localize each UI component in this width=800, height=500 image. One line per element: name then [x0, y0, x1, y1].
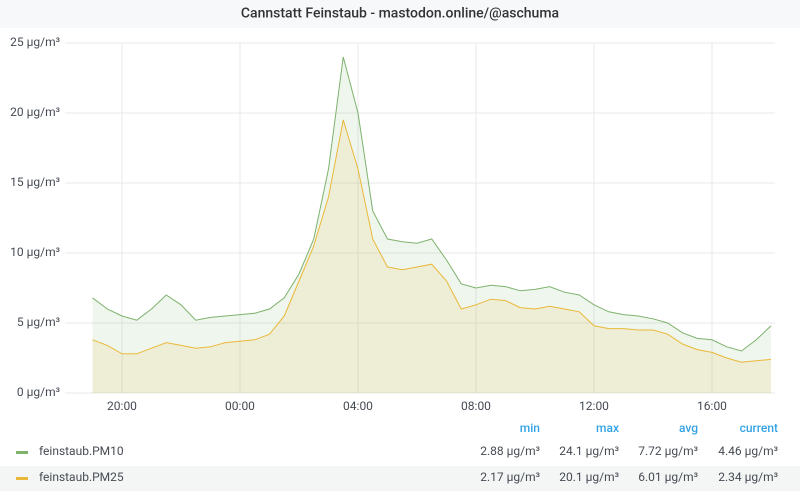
legend-row-bg: [0, 466, 800, 491]
legend-header: current: [740, 421, 778, 435]
x-tick-label: 00:00: [225, 399, 255, 413]
legend-value: 4.46 µg/m³: [718, 444, 778, 458]
x-tick-label: 20:00: [107, 399, 137, 413]
y-tick-label: 15 µg/m³: [10, 175, 60, 189]
y-tick-label: 10 µg/m³: [10, 245, 60, 259]
x-tick-label: 12:00: [579, 399, 609, 413]
y-tick-label: 25 µg/m³: [10, 35, 60, 49]
series-line: [92, 56, 772, 352]
legend-swatch: [16, 477, 28, 480]
legend-label: feinstaub.PM10: [39, 444, 124, 458]
y-tick-label: 20 µg/m³: [10, 105, 60, 119]
y-tick-label: 0 µg/m³: [17, 385, 60, 399]
x-tick-label: 16:00: [697, 399, 727, 413]
legend-header: min: [520, 421, 540, 435]
x-tick-label: 04:00: [343, 399, 373, 413]
y-tick-label: 5 µg/m³: [17, 315, 60, 329]
area: [92, 120, 771, 393]
legend-value: 24.1 µg/m³: [559, 444, 619, 458]
legend-label: feinstaub.PM25: [39, 470, 124, 484]
title-bar: [0, 0, 800, 28]
legend-swatch: [16, 451, 28, 454]
legend-value: 2.34 µg/m³: [718, 470, 778, 484]
legend-value: 2.17 µg/m³: [480, 470, 540, 484]
x-tick-label: 08:00: [461, 399, 491, 413]
series-line: [92, 119, 772, 363]
legend-value: 2.88 µg/m³: [480, 444, 540, 458]
area: [92, 57, 771, 393]
legend-header: max: [596, 421, 619, 435]
legend-value: 7.72 µg/m³: [638, 444, 698, 458]
panel-title: Cannstatt Feinstaub - mastodon.online/@a…: [241, 6, 559, 22]
legend-header: avg: [679, 421, 698, 435]
legend-value: 20.1 µg/m³: [559, 470, 619, 484]
legend-value: 6.01 µg/m³: [638, 470, 698, 484]
